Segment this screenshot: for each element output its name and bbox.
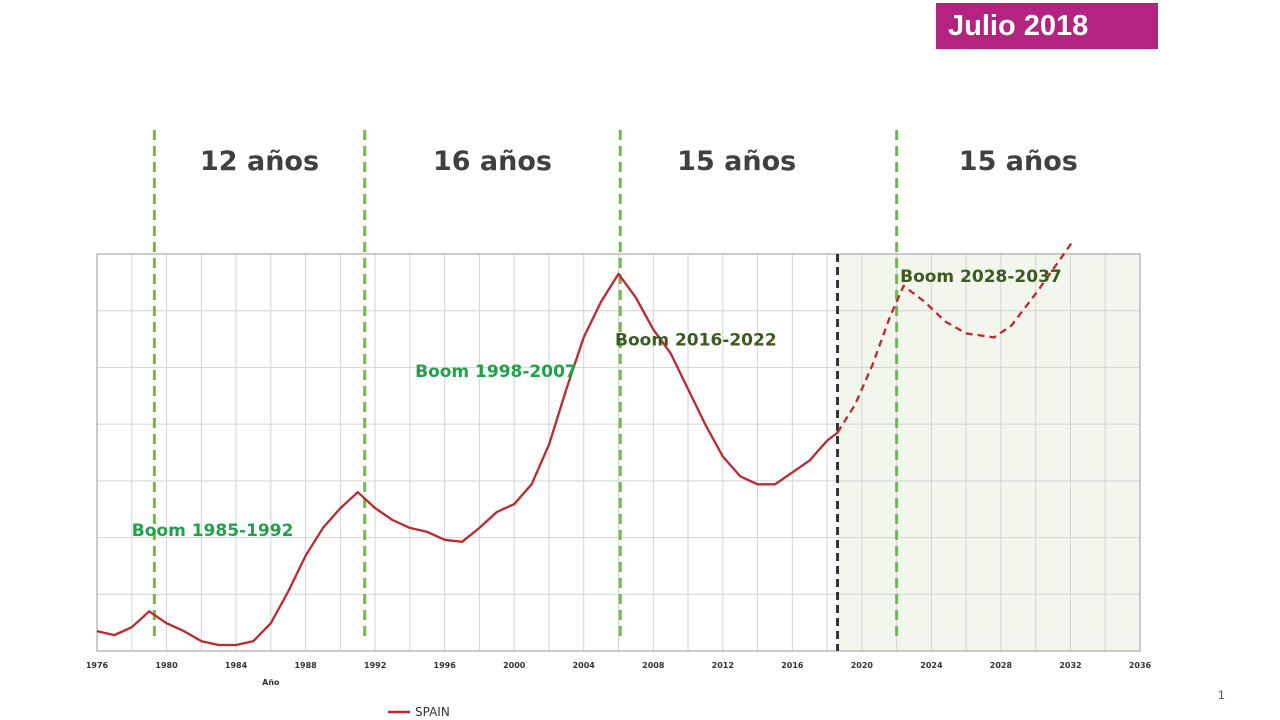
date-badge: Julio 2018: [936, 3, 1158, 49]
x-tick-label: 2008: [642, 661, 665, 670]
x-tick-label: 2028: [990, 661, 1013, 670]
legend-entry-spain: SPAIN: [415, 705, 450, 719]
x-tick-label: 1988: [294, 661, 317, 670]
cycle-lines: [152, 130, 899, 640]
series-line-forecast: [836, 241, 1074, 434]
x-tick-label: 2004: [573, 661, 596, 670]
boom-annotation: Boom 2016-2022: [615, 330, 777, 350]
page-number: 1: [1218, 688, 1225, 702]
series-lines: [96, 241, 1074, 647]
x-tick-label: 2016: [781, 661, 804, 670]
x-tick-label: 2000: [503, 661, 526, 670]
period-label: 16 años: [433, 146, 552, 177]
legend: SPAIN: [388, 705, 450, 719]
chart-grid: [96, 254, 1141, 651]
x-tick-label: 1976: [86, 661, 109, 670]
x-tick-label: 1996: [434, 661, 457, 670]
period-labels: 12 años 16 años 15 años 15 años: [200, 146, 1078, 177]
x-tick-label: 1980: [155, 661, 178, 670]
plot-border: [96, 253, 1141, 652]
period-label: 12 años: [200, 146, 319, 177]
x-tick-label: 1984: [225, 661, 248, 670]
boom-annotation: Boom 2028-2037: [900, 267, 1062, 287]
series-line-spain: [96, 272, 839, 647]
boom-annotation: Boom 1985-1992: [132, 521, 294, 541]
period-label: 15 años: [959, 146, 1078, 177]
x-tick-label: 2024: [920, 661, 943, 670]
x-tick-label: 2020: [851, 661, 874, 670]
period-label: 15 años: [677, 146, 796, 177]
x-axis-label: Año: [262, 678, 280, 687]
x-tick-label: 2012: [712, 661, 734, 670]
x-tick-label: 1992: [364, 661, 386, 670]
x-axis-ticks: 1976 1980 1984 1988 1992 1996 2000 2004 2008 2012…: [86, 661, 1152, 670]
forecast-shade: [837, 254, 1140, 651]
boom-annotation: Boom 1998-2007: [415, 362, 577, 382]
boom-annotations: Boom 1985-1992 Boom 1998-2007 Boom 2016-20…: [132, 267, 1062, 541]
x-tick-label: 2032: [1059, 661, 1081, 670]
x-tick-label: 2036: [1129, 661, 1152, 670]
